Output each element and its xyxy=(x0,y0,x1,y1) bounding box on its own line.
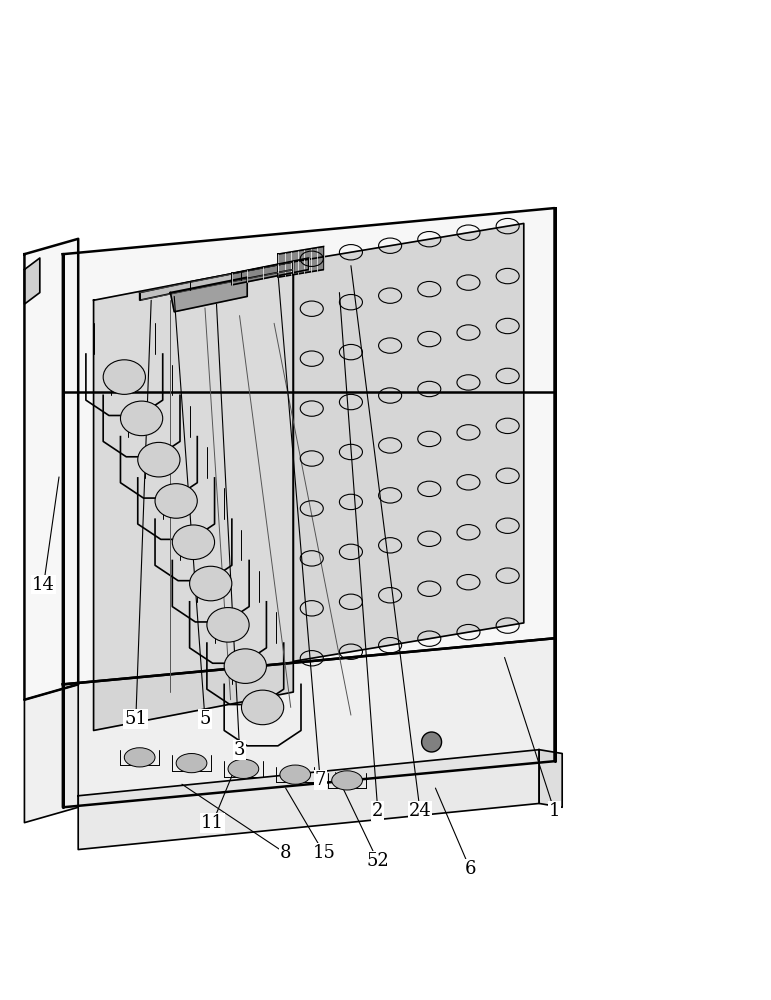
Text: 15: 15 xyxy=(312,844,335,862)
Polygon shape xyxy=(140,262,293,300)
Text: 51: 51 xyxy=(124,710,147,728)
Polygon shape xyxy=(278,246,324,277)
Polygon shape xyxy=(63,638,554,807)
Ellipse shape xyxy=(207,608,249,642)
Text: 24: 24 xyxy=(409,802,432,820)
Polygon shape xyxy=(25,258,40,304)
Ellipse shape xyxy=(155,484,197,518)
Ellipse shape xyxy=(228,759,259,778)
Text: 2: 2 xyxy=(372,802,383,820)
Ellipse shape xyxy=(124,748,155,767)
Circle shape xyxy=(422,732,442,752)
Polygon shape xyxy=(293,223,524,661)
Text: 52: 52 xyxy=(366,852,389,870)
Polygon shape xyxy=(539,750,562,807)
Ellipse shape xyxy=(332,771,362,790)
Text: 11: 11 xyxy=(201,814,224,832)
Polygon shape xyxy=(63,208,554,684)
Text: 14: 14 xyxy=(32,576,55,594)
Ellipse shape xyxy=(280,765,311,784)
Polygon shape xyxy=(78,750,539,850)
Polygon shape xyxy=(232,258,308,285)
Polygon shape xyxy=(170,277,247,312)
Text: 5: 5 xyxy=(199,710,210,728)
Ellipse shape xyxy=(224,649,267,683)
Ellipse shape xyxy=(120,401,163,436)
Ellipse shape xyxy=(172,525,214,560)
Text: 7: 7 xyxy=(315,771,326,789)
Polygon shape xyxy=(25,239,78,700)
Ellipse shape xyxy=(176,754,207,773)
Text: 8: 8 xyxy=(280,844,291,862)
Text: 6: 6 xyxy=(464,860,476,878)
Polygon shape xyxy=(93,262,293,730)
Text: 1: 1 xyxy=(549,802,561,820)
Ellipse shape xyxy=(103,360,146,394)
Ellipse shape xyxy=(138,442,180,477)
Ellipse shape xyxy=(190,566,232,601)
Ellipse shape xyxy=(241,690,284,725)
Text: 3: 3 xyxy=(234,741,245,759)
Polygon shape xyxy=(25,684,78,823)
